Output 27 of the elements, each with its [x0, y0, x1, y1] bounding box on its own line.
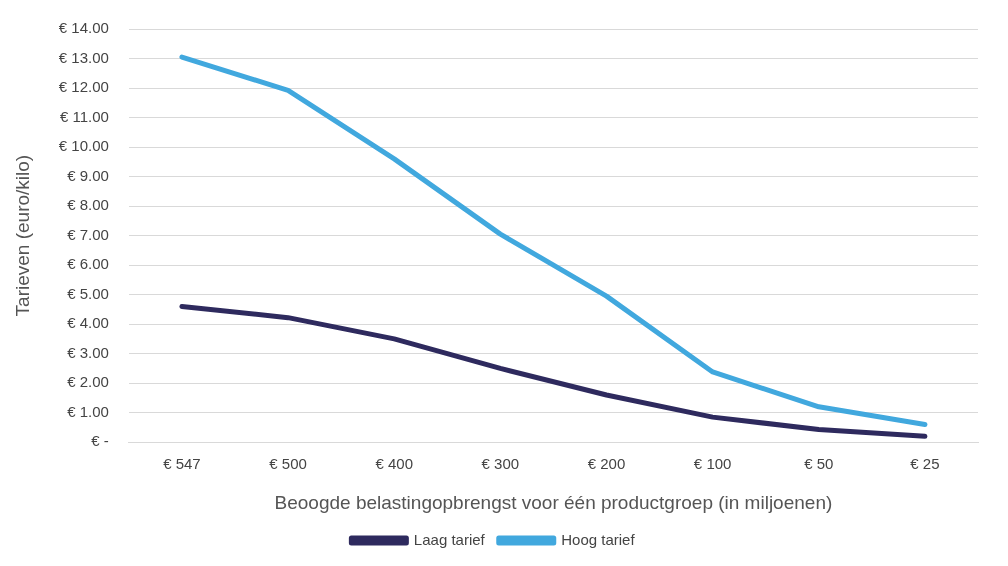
- y-tick-label: € 4.00: [67, 314, 109, 332]
- legend-label: Laag tarief: [413, 530, 486, 548]
- y-axis-title: Tarieven (euro/kilo): [11, 154, 33, 317]
- legend-label: Hoog tarief: [561, 530, 636, 548]
- y-tick-label: € 14.00: [58, 19, 109, 37]
- x-tick-label: € 100: [693, 455, 732, 473]
- x-tick-label: € 547: [163, 455, 201, 473]
- y-tick-label: € 5.00: [67, 284, 109, 302]
- x-axis-title: Beoogde belastingopbrengst voor één productgroep (in miljoenen): [274, 491, 833, 513]
- x-tick-label: € 500: [269, 455, 307, 473]
- x-tick-label: € 200: [587, 455, 626, 473]
- y-tick-label: € 7.00: [67, 225, 109, 243]
- y-tick-label: € 11.00: [59, 107, 109, 125]
- x-tick-label: € 300: [481, 455, 520, 473]
- y-tick-label: € 10.00: [58, 137, 109, 155]
- y-tick-label: € 6.00: [67, 255, 109, 273]
- y-tick-label: € 9.00: [67, 166, 109, 184]
- y-tick-label: € 3.00: [67, 343, 109, 361]
- x-tick-label: € 25: [910, 455, 940, 473]
- x-tick-label: € 50: [804, 455, 834, 473]
- y-tick-label: € 8.00: [67, 196, 109, 214]
- x-tick-label: € 400: [375, 455, 413, 473]
- y-tick-label: € 13.00: [58, 48, 109, 66]
- y-tick-label: € 1.00: [67, 402, 109, 420]
- y-tick-label: € -: [91, 432, 109, 450]
- y-tick-label: € 12.00: [58, 78, 109, 96]
- y-tick-label: € 2.00: [67, 373, 109, 391]
